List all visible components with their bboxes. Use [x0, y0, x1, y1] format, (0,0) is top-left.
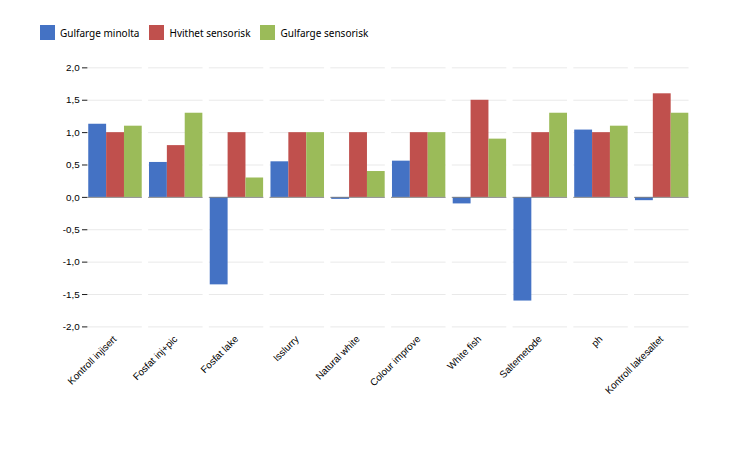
- html-text:Gulfarge minolta: Gulfarge minolta: [60, 25, 140, 40]
- svg-text:-2,0: -2,0: [63, 321, 80, 332]
- svg-text:0,0: 0,0: [66, 192, 80, 203]
- svg-text:Fosfat lake: Fosfat lake: [198, 333, 240, 375]
- svg-text:1,5: 1,5: [66, 94, 80, 105]
- svg-text:1,0: 1,0: [66, 127, 80, 138]
- svg-text:Isslurry: Isslurry: [271, 333, 301, 363]
- svg-text:-1,0: -1,0: [63, 256, 80, 267]
- svg-text:White fish: White fish: [445, 333, 483, 371]
- svg-text:Colour improve: Colour improve: [368, 333, 423, 388]
- svg-text:Fosfat inj+pic: Fosfat inj+pic: [131, 333, 180, 382]
- svg-text:0,5: 0,5: [66, 159, 80, 170]
- svg-text:Natural white: Natural white: [313, 333, 362, 382]
- svg-text:2,0: 2,0: [66, 62, 80, 73]
- svg-text:-1,5: -1,5: [63, 289, 80, 300]
- svg-text:ph: ph: [589, 333, 605, 349]
- svg-text:Kontroll injisert: Kontroll injisert: [65, 333, 118, 386]
- svg-text:-0,5: -0,5: [63, 224, 80, 235]
- svg-text:Kontroll lakesaltet: Kontroll lakesaltet: [603, 333, 666, 396]
- svg-text:Saltemetode: Saltemetode: [497, 333, 544, 380]
- html-text:Hvithet sensorisk: Hvithet sensorisk: [169, 25, 251, 40]
- html-text:Gulfarge sensorisk: Gulfarge sensorisk: [280, 25, 369, 40]
